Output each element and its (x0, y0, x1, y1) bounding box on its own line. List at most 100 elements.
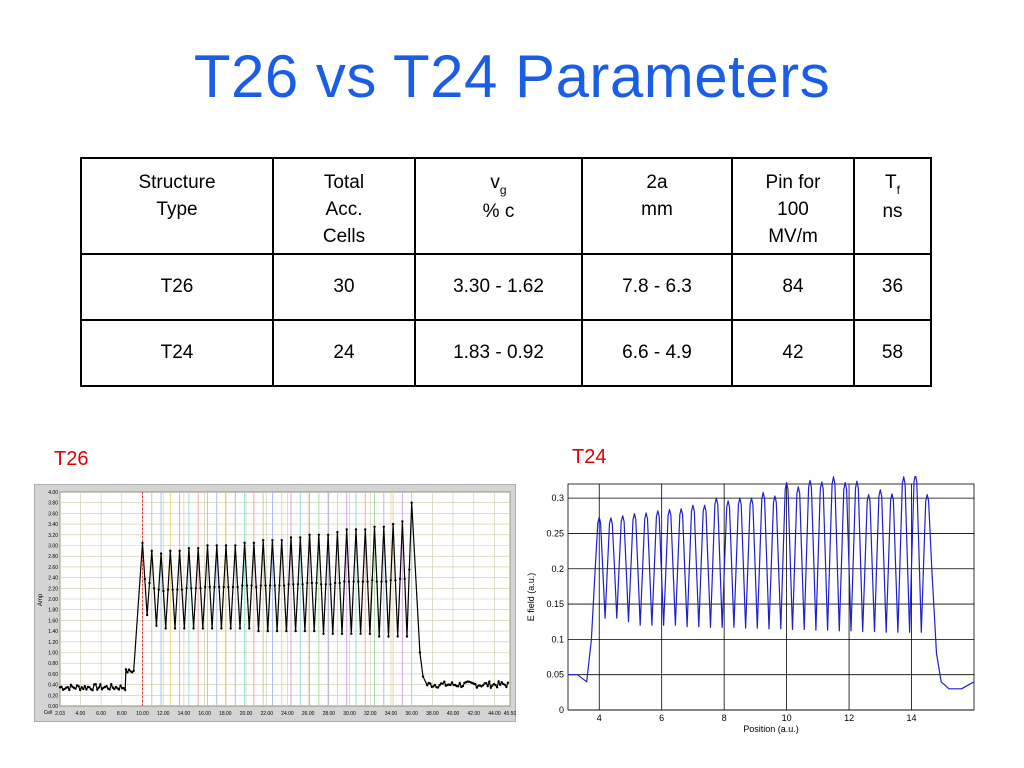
y-tick-label: 0.60 (48, 672, 58, 678)
t24-field-chart: 0 0.05 0.1 0.15 0.2 0.25 0.3 4 6 8 10 12 14 Position … (526, 476, 975, 734)
data-point (241, 584, 244, 587)
x-tick-label: 32.00 (364, 711, 377, 717)
data-point (185, 587, 188, 590)
data-point (94, 683, 97, 686)
x-tick-label: 2.03 (55, 711, 65, 717)
data-point (236, 585, 239, 589)
data-point (259, 584, 263, 587)
data-point (498, 683, 502, 687)
x-tick-label: 18.00 (219, 711, 232, 717)
data-point (488, 680, 491, 683)
data-point (78, 688, 82, 692)
y-tick-label: 2.00 (48, 597, 58, 603)
x-tick-label: 20.00 (240, 711, 253, 717)
data-point (438, 683, 441, 687)
data-point (481, 684, 485, 687)
data-point (500, 681, 503, 684)
y-tick-label: 2.20 (48, 586, 58, 592)
data-point (408, 568, 411, 571)
data-point (183, 627, 186, 630)
data-point (317, 533, 321, 536)
data-point (68, 688, 71, 692)
y-tick-label: 0 (559, 705, 564, 715)
plot-area (567, 483, 975, 711)
data-point (343, 580, 346, 583)
data-point (268, 584, 272, 587)
data-point (222, 585, 225, 589)
data-point (114, 685, 118, 689)
header-pin: Pin for 100 MV/m (731, 157, 855, 255)
y-tick-label: 0.15 (546, 599, 564, 609)
data-point (159, 552, 163, 555)
data-point (387, 635, 390, 638)
x-tick-label: 4.00 (76, 711, 86, 717)
data-point (361, 580, 365, 583)
data-point (60, 685, 63, 689)
data-point (132, 669, 135, 672)
data-point (82, 687, 85, 691)
data-point (273, 584, 276, 587)
table-cell: 7.8 - 6.3 (581, 253, 733, 321)
x-tick-label: 6.00 (96, 711, 106, 717)
data-point (310, 581, 314, 585)
data-point (130, 671, 134, 674)
data-point (150, 549, 153, 553)
data-point (178, 549, 181, 553)
y-tick-label: 0.40 (48, 683, 58, 689)
header-fill-time: Tf ns (853, 157, 932, 255)
y-tick-label: 1.80 (48, 608, 58, 614)
data-point (296, 583, 300, 586)
data-point (166, 588, 170, 591)
data-point (119, 684, 122, 687)
x-tick-label: 28.00 (323, 711, 336, 717)
data-point (475, 686, 479, 689)
data-point (354, 528, 358, 531)
x-tick-label: 14 (907, 713, 917, 723)
y-tick-label: 1.60 (48, 618, 58, 624)
data-point (264, 584, 267, 587)
data-point (252, 541, 256, 545)
y-tick-label: 0.05 (546, 670, 564, 680)
data-point (88, 686, 91, 689)
data-point (377, 635, 381, 638)
data-point (380, 580, 383, 583)
data-point (506, 681, 510, 684)
data-point (282, 584, 286, 587)
data-point (148, 581, 151, 585)
data-point (217, 585, 221, 589)
data-point (127, 668, 131, 671)
data-point (99, 683, 102, 686)
data-point (289, 536, 293, 539)
data-point (340, 632, 344, 635)
data-point (403, 577, 406, 581)
data-point (391, 522, 395, 526)
data-point (173, 627, 177, 630)
data-point (113, 687, 116, 691)
data-point (505, 685, 508, 689)
data-point (457, 685, 460, 688)
data-point (275, 629, 279, 633)
data-point (441, 682, 444, 685)
table-cell: 42 (731, 319, 855, 387)
data-point (357, 580, 360, 583)
x-tick-label: 44.00 (488, 711, 501, 717)
header-structure-type: Structure Type (80, 157, 274, 255)
data-point (254, 585, 258, 589)
data-point (449, 683, 452, 687)
data-point (206, 544, 209, 547)
data-point (433, 683, 437, 687)
data-point (171, 588, 174, 591)
table-cell: 3.30 - 1.62 (414, 253, 583, 321)
y-tick-label: 3.60 (48, 511, 58, 517)
data-point (176, 588, 179, 591)
y-tick-label: 3.40 (48, 522, 58, 528)
data-point (243, 541, 246, 545)
data-point (192, 627, 195, 630)
x-tick-label: 24.00 (281, 711, 294, 717)
table-row: T26 30 3.30 - 1.62 7.8 - 6.3 84 36 (80, 253, 932, 321)
data-point (285, 629, 288, 633)
data-point (152, 587, 156, 590)
data-point (375, 580, 379, 583)
data-point (345, 528, 348, 531)
data-point (338, 581, 341, 585)
